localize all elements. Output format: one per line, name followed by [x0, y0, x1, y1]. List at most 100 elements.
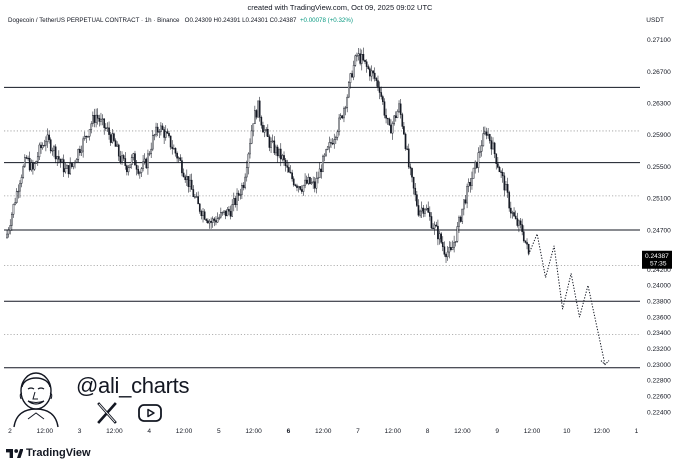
- candle-down: [369, 68, 371, 77]
- plot-area: [4, 28, 640, 424]
- candle-up: [271, 140, 274, 142]
- time-tick-label: 2: [8, 428, 12, 435]
- time-tick-label: 12:00: [106, 428, 123, 435]
- candle-up: [354, 55, 357, 66]
- candle-up: [223, 210, 225, 213]
- time-axis[interactable]: 2 12:00 3 12:00 4 12:00 5 12:00 6 12:00 7 12:00 8 12:…: [8, 428, 638, 435]
- candle-up: [370, 70, 373, 77]
- candle-down: [386, 117, 389, 120]
- tradingview-brand: TradingView: [6, 445, 91, 461]
- candle-up: [352, 65, 355, 78]
- candle-up: [220, 212, 222, 218]
- projection-arrowhead: [600, 360, 610, 366]
- candle-down: [488, 134, 491, 141]
- price-axis[interactable]: 0.27100 0.26700 0.26300 0.25900 0.25500 0.251…: [647, 37, 671, 416]
- candle-up: [66, 165, 68, 169]
- time-tick-label: 10: [563, 428, 571, 435]
- candle-down: [119, 155, 122, 163]
- candle-up: [479, 151, 481, 153]
- candle-down: [409, 166, 412, 169]
- candle-up: [43, 144, 46, 147]
- x-logo-icon[interactable]: [96, 402, 118, 424]
- price-tick-label: 0.24700: [647, 227, 671, 234]
- symbol-info: Dogecoin / TetherUS PERPETUAL CONTRACT ·…: [8, 17, 353, 24]
- candle-down: [519, 220, 522, 225]
- candle-down: [362, 54, 365, 61]
- candle-down: [276, 146, 279, 157]
- candle-down: [124, 158, 127, 166]
- candle-down: [286, 165, 289, 168]
- candle-up: [87, 136, 89, 138]
- candle-up: [270, 141, 272, 148]
- candle-up: [88, 129, 91, 137]
- candle-down: [490, 140, 493, 150]
- candle-down: [289, 171, 292, 174]
- candle-up: [216, 218, 219, 223]
- candle-up: [472, 167, 475, 179]
- candle-up: [7, 230, 10, 235]
- time-tick-label: 12:00: [245, 428, 262, 435]
- candle-up: [360, 54, 363, 64]
- candle-up: [12, 203, 15, 215]
- candle-down: [382, 96, 384, 102]
- candle-up: [20, 177, 23, 184]
- candle-down: [228, 209, 230, 212]
- candle-down: [137, 169, 140, 174]
- price-tick-label: 0.24000: [647, 283, 671, 290]
- candle-up: [189, 179, 191, 187]
- candle-down: [117, 144, 120, 157]
- candle-up: [38, 144, 41, 158]
- candle-down: [103, 118, 106, 128]
- candle-up: [185, 176, 188, 180]
- author-handle[interactable]: @ali_charts: [76, 373, 190, 398]
- candle-down: [380, 92, 383, 97]
- candle-up: [477, 152, 480, 168]
- candle-up: [323, 154, 326, 157]
- candle-down: [430, 216, 433, 229]
- candle-down: [309, 177, 311, 184]
- candle-down: [288, 167, 290, 173]
- candle-up: [463, 199, 465, 210]
- candle-down: [229, 210, 232, 217]
- candle-down: [176, 152, 178, 159]
- candle-down: [48, 134, 50, 140]
- candle-up: [139, 172, 141, 174]
- candle-up: [250, 130, 253, 144]
- candle-down: [437, 225, 439, 240]
- youtube-play-icon[interactable]: [137, 402, 163, 424]
- candle-down: [313, 181, 316, 189]
- candle-up: [218, 216, 221, 219]
- candle-down: [234, 198, 237, 205]
- candle-down: [509, 207, 512, 214]
- candle-down: [284, 159, 287, 167]
- candle-down: [428, 212, 431, 217]
- candle-up: [302, 185, 305, 192]
- candle-down: [182, 172, 185, 178]
- candle-up: [484, 131, 486, 134]
- candle-down: [198, 203, 201, 212]
- candle-up: [425, 207, 428, 210]
- candle-down: [113, 133, 115, 141]
- candle-up: [322, 156, 324, 172]
- candle-up: [257, 100, 259, 118]
- brand-name: TradingView: [26, 447, 91, 459]
- candle-down: [166, 131, 169, 134]
- candle-down: [255, 110, 258, 118]
- candle-up: [325, 149, 327, 156]
- candle-up: [194, 196, 196, 198]
- candle-up: [177, 157, 180, 159]
- candle-down: [390, 124, 392, 134]
- candle-down: [163, 129, 165, 138]
- candle-up: [344, 107, 347, 109]
- candle-down: [187, 176, 190, 187]
- time-tick-label: 12:00: [176, 428, 193, 435]
- candle-up: [244, 176, 246, 188]
- candle-down: [179, 157, 182, 161]
- candle-up: [263, 129, 266, 133]
- time-tick-label: 7: [356, 428, 360, 435]
- candle-down: [330, 142, 332, 144]
- candle-down: [527, 243, 530, 254]
- candle-up: [511, 212, 514, 214]
- candle-down: [266, 129, 269, 138]
